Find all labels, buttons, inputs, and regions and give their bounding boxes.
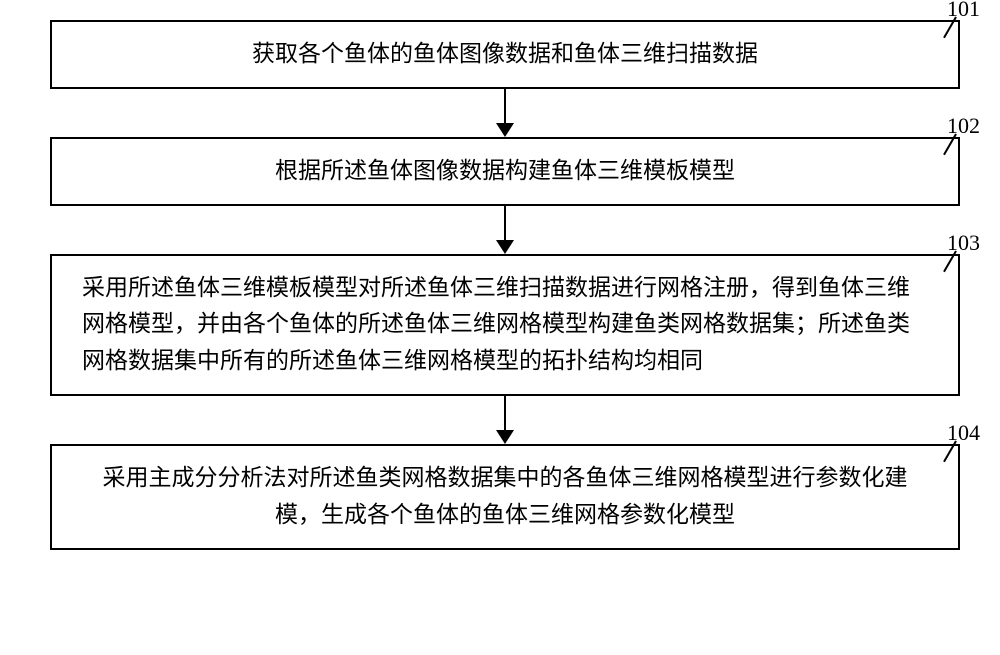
step-101-wrap: 101 获取各个鱼体的鱼体图像数据和鱼体三维扫描数据 [40,20,970,89]
arrow-3 [496,396,514,444]
step-box-102: 根据所述鱼体图像数据构建鱼体三维模板模型 [50,137,960,206]
arrow-head-icon [496,123,514,137]
arrow-head-icon [496,240,514,254]
step-text-101: 获取各个鱼体的鱼体图像数据和鱼体三维扫描数据 [252,36,758,73]
step-label-104: 104 [947,420,980,446]
arrow-shaft [504,396,506,430]
step-label-103: 103 [947,230,980,256]
step-104-wrap: 104 采用主成分分析法对所述鱼类网格数据集中的各鱼体三维网格模型进行参数化建模… [40,444,970,550]
step-label-101: 101 [947,0,980,22]
arrow-head-icon [496,430,514,444]
arrow-2 [496,206,514,254]
arrow-1 [496,89,514,137]
step-box-103: 采用所述鱼体三维模板模型对所述鱼体三维扫描数据进行网格注册，得到鱼体三维网格模型… [50,254,960,396]
step-text-103: 采用所述鱼体三维模板模型对所述鱼体三维扫描数据进行网格注册，得到鱼体三维网格模型… [82,270,928,380]
step-label-102: 102 [947,113,980,139]
step-text-102: 根据所述鱼体图像数据构建鱼体三维模板模型 [275,153,735,190]
arrow-shaft [504,206,506,240]
step-102-wrap: 102 根据所述鱼体图像数据构建鱼体三维模板模型 [40,137,970,206]
step-box-101: 获取各个鱼体的鱼体图像数据和鱼体三维扫描数据 [50,20,960,89]
step-box-104: 采用主成分分析法对所述鱼类网格数据集中的各鱼体三维网格模型进行参数化建模，生成各… [50,444,960,550]
step-103-wrap: 103 采用所述鱼体三维模板模型对所述鱼体三维扫描数据进行网格注册，得到鱼体三维… [40,254,970,396]
step-text-104: 采用主成分分析法对所述鱼类网格数据集中的各鱼体三维网格模型进行参数化建模，生成各… [82,460,928,534]
flowchart-container: 101 获取各个鱼体的鱼体图像数据和鱼体三维扫描数据 102 根据所述鱼体图像数… [40,20,970,550]
arrow-shaft [504,89,506,123]
